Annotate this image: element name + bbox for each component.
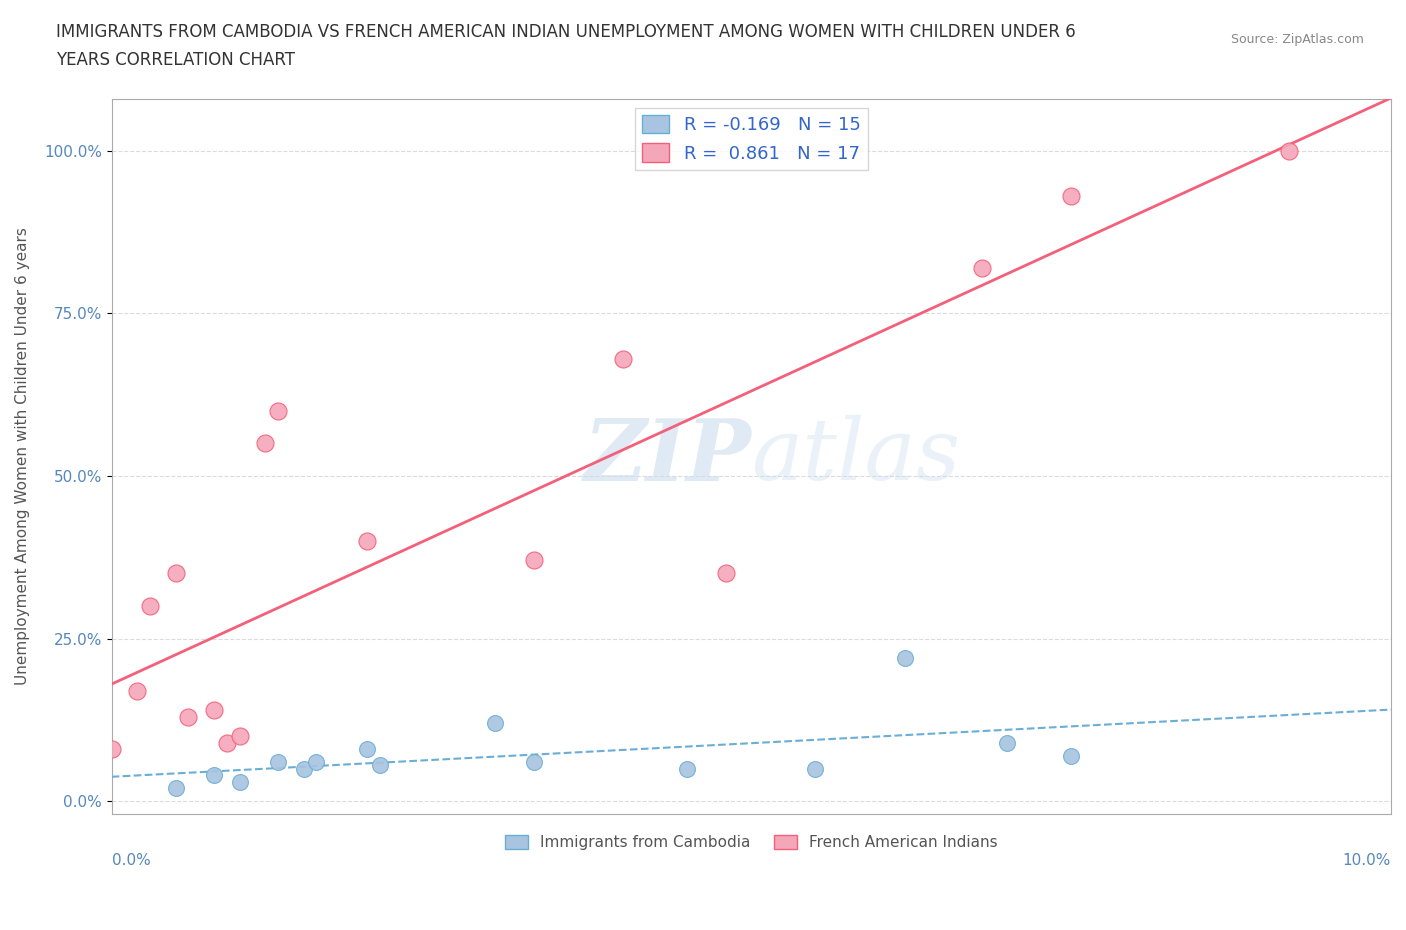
- Point: [202, 702, 225, 717]
- Point: [254, 436, 277, 451]
- Point: [484, 715, 506, 730]
- Text: IMMIGRANTS FROM CAMBODIA VS FRENCH AMERICAN INDIAN UNEMPLOYMENT AMONG WOMEN WITH: IMMIGRANTS FROM CAMBODIA VS FRENCH AMERI…: [56, 23, 1076, 41]
- Point: [215, 735, 238, 750]
- Point: [100, 741, 122, 756]
- Text: 10.0%: 10.0%: [1343, 854, 1391, 869]
- Text: atlas: atlas: [751, 415, 960, 498]
- Y-axis label: Unemployment Among Women with Children Under 6 years: Unemployment Among Women with Children U…: [15, 228, 30, 685]
- Point: [356, 741, 378, 756]
- Point: [267, 754, 290, 769]
- Point: [1060, 189, 1083, 204]
- Point: [894, 651, 917, 666]
- Point: [165, 566, 187, 581]
- Point: [228, 774, 250, 789]
- Text: Source: ZipAtlas.com: Source: ZipAtlas.com: [1230, 33, 1364, 46]
- Point: [523, 553, 546, 568]
- Point: [714, 566, 737, 581]
- Point: [127, 684, 149, 698]
- Text: 0.0%: 0.0%: [111, 854, 150, 869]
- Point: [1060, 748, 1083, 763]
- Point: [523, 754, 546, 769]
- Point: [804, 761, 827, 776]
- Point: [995, 735, 1018, 750]
- Point: [177, 709, 200, 724]
- Point: [356, 534, 378, 549]
- Point: [1278, 143, 1301, 158]
- Point: [202, 767, 225, 782]
- Point: [676, 761, 699, 776]
- Legend: Immigrants from Cambodia, French American Indians: Immigrants from Cambodia, French America…: [499, 830, 1004, 857]
- Point: [228, 728, 250, 743]
- Point: [368, 758, 391, 773]
- Text: ZIP: ZIP: [583, 415, 751, 498]
- Point: [165, 780, 187, 795]
- Point: [612, 352, 634, 366]
- Point: [305, 754, 328, 769]
- Text: YEARS CORRELATION CHART: YEARS CORRELATION CHART: [56, 51, 295, 69]
- Point: [292, 761, 315, 776]
- Point: [970, 260, 993, 275]
- Point: [267, 404, 290, 418]
- Point: [139, 599, 162, 614]
